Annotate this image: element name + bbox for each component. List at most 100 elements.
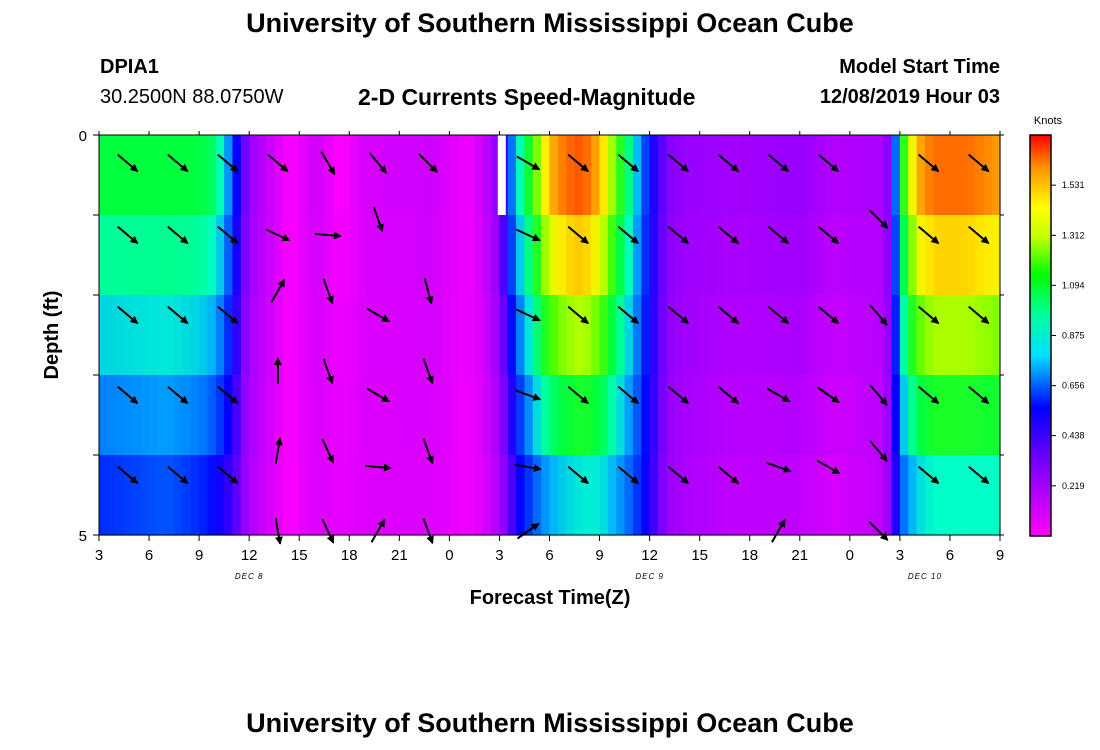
heatmap-cell: [290, 295, 300, 376]
heatmap-cell: [607, 135, 617, 216]
heatmap-cell: [591, 295, 601, 376]
heatmap-cell: [766, 455, 776, 536]
heatmap-cell: [632, 455, 642, 536]
heatmap-cell: [157, 215, 167, 296]
heatmap-cell: [799, 215, 809, 296]
current-arrow: [567, 225, 589, 245]
heatmap-cell: [632, 215, 642, 296]
heatmap-cell: [399, 215, 409, 296]
heatmap-cell: [499, 215, 509, 296]
heatmap-cell: [224, 375, 234, 456]
heatmap-cell: [416, 455, 425, 536]
heatmap-cell: [132, 455, 142, 536]
current-arrow: [917, 305, 940, 325]
heatmap-cell: [432, 455, 442, 536]
heatmap-cell: [674, 215, 684, 296]
heatmap-cell: [733, 215, 742, 296]
heatmap-cell: [307, 455, 317, 536]
current-arrow: [515, 463, 542, 472]
heatmap-cell: [457, 295, 467, 376]
heatmap-cell: [499, 295, 509, 376]
heatmap-cell: [524, 215, 534, 296]
current-arrow: [217, 225, 239, 245]
heatmap-cell: [274, 295, 284, 376]
heatmap-cell: [874, 215, 884, 296]
current-arrow: [322, 358, 334, 385]
current-arrow: [817, 153, 840, 173]
heatmap-cell: [708, 135, 717, 216]
heatmap-cell: [599, 375, 609, 456]
current-arrow: [314, 231, 342, 240]
heatmap-cell: [207, 215, 217, 296]
heatmap-cell: [591, 375, 601, 456]
heatmap-cell: [791, 135, 801, 216]
heatmap-cell: [215, 295, 225, 376]
heatmap-cell: [432, 295, 442, 376]
colorbar-tick-label: 0.656: [1062, 381, 1085, 391]
heatmap-cell: [983, 455, 993, 536]
heatmap-cell: [374, 455, 384, 536]
heatmap-cell: [432, 215, 442, 296]
heatmap-cell: [324, 295, 334, 376]
heatmap-cell: [824, 215, 834, 296]
heatmap-cell: [841, 295, 851, 376]
current-arrow: [167, 385, 189, 405]
current-arrow: [766, 387, 791, 403]
heatmap-cell: [541, 295, 551, 376]
heatmap-cell: [349, 455, 359, 536]
heatmap-cell: [199, 455, 209, 536]
heatmap-cell: [491, 295, 501, 376]
heatmap-cell: [974, 215, 984, 296]
current-arrow: [667, 465, 690, 485]
heatmap-cell: [424, 135, 434, 216]
heatmap-cell: [491, 135, 501, 216]
x-tick-label: 9: [195, 547, 203, 564]
heatmap-cell: [240, 295, 250, 376]
heatmap-cell: [532, 455, 542, 536]
heatmap-cell: [691, 295, 701, 376]
heatmap-cell: [566, 455, 576, 536]
heatmap-cell: [799, 455, 809, 536]
heatmap-cell: [716, 135, 726, 216]
heatmap-cell: [874, 295, 884, 376]
heatmap-cell: [374, 375, 384, 456]
heatmap-cell: [482, 375, 492, 456]
heatmap-cell: [199, 135, 209, 216]
heatmap-cell: [140, 295, 150, 376]
heatmap-cell: [299, 215, 309, 296]
current-arrow: [968, 305, 990, 325]
heatmap-cell: [124, 135, 133, 216]
heatmap-cell: [666, 215, 676, 296]
heatmap-cell: [899, 455, 909, 536]
current-arrow: [321, 518, 335, 544]
heatmap-cell: [532, 375, 542, 456]
heatmap-cell: [641, 455, 651, 536]
heatmap-cell: [240, 135, 250, 216]
current-arrow: [968, 225, 990, 245]
heatmap-cell: [649, 215, 659, 296]
heatmap-cell: [891, 295, 901, 376]
current-arrow: [368, 152, 388, 174]
current-arrow: [567, 305, 589, 325]
heatmap-cell: [682, 215, 692, 296]
heatmap-cell: [557, 375, 567, 456]
heatmap-cell: [966, 135, 976, 216]
heatmap-cell: [315, 455, 325, 536]
current-arrow: [422, 518, 434, 545]
heatmap-cell: [140, 215, 150, 296]
heatmap-cell: [916, 375, 926, 456]
current-arrow: [217, 153, 239, 173]
heatmap-cell: [991, 375, 1001, 456]
heatmap-cell: [883, 455, 893, 536]
missing-data-gap: [497, 135, 506, 215]
heatmap-cell: [332, 375, 342, 456]
heatmap-cell: [682, 455, 692, 536]
heatmap-cell: [783, 455, 793, 536]
heatmap-cell: [657, 135, 667, 216]
heatmap-cell: [574, 215, 584, 296]
heatmap-cell: [808, 215, 818, 296]
heatmap-cell: [941, 455, 951, 536]
heatmap-cell: [474, 295, 484, 376]
heatmap-cell: [182, 295, 192, 376]
heatmap-cell: [190, 455, 200, 536]
